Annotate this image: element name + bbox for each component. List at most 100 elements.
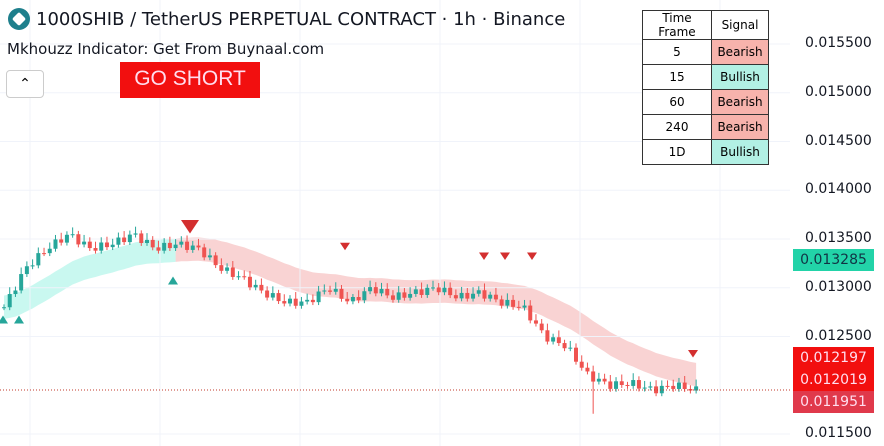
candle <box>408 293 413 298</box>
price-tick: 0.013500 <box>805 230 872 246</box>
bearish-band <box>175 237 697 387</box>
go-short-banner: GO SHORT <box>120 62 260 98</box>
candle <box>499 299 504 306</box>
candle <box>436 287 441 293</box>
candle <box>659 385 664 394</box>
sell-marker-icon <box>688 350 698 358</box>
candle <box>127 234 132 243</box>
candle <box>533 320 538 324</box>
candle <box>173 244 178 249</box>
candle <box>59 239 64 243</box>
candle <box>379 288 384 294</box>
candle <box>53 239 58 249</box>
price-tag: 0.013285 <box>793 248 874 271</box>
candle <box>362 291 367 301</box>
candle <box>419 289 424 295</box>
candle <box>305 299 310 302</box>
timeframe: 15 <box>642 64 712 90</box>
candle <box>465 292 470 299</box>
candle <box>516 306 521 308</box>
candle <box>2 307 6 309</box>
candle <box>179 241 184 245</box>
candle <box>471 293 476 299</box>
candle <box>596 378 601 382</box>
candle <box>13 290 18 295</box>
price-tick: 0.015000 <box>805 83 872 100</box>
candle <box>288 298 292 304</box>
candle <box>539 323 544 331</box>
header-timeframe: Time Frame <box>642 10 712 40</box>
candle <box>225 267 230 271</box>
candle <box>636 380 641 389</box>
buy-marker-icon <box>14 315 24 324</box>
candle <box>511 299 516 307</box>
candle <box>293 298 298 306</box>
candle <box>196 245 201 248</box>
candle <box>24 266 29 275</box>
candle <box>396 292 401 300</box>
candle <box>459 292 464 299</box>
candle <box>562 343 567 349</box>
candle <box>390 295 395 300</box>
candle <box>236 276 241 278</box>
candle <box>253 284 258 288</box>
candle <box>642 387 647 389</box>
candle <box>356 297 361 301</box>
candle <box>574 347 578 362</box>
price-tag: 0.012197 <box>793 347 874 369</box>
candle <box>602 378 607 382</box>
candle <box>122 237 127 243</box>
candle <box>247 276 252 288</box>
candle <box>579 361 584 368</box>
timeframe: 60 <box>642 89 712 115</box>
candle <box>190 245 195 250</box>
candle <box>185 241 190 250</box>
candle <box>316 291 321 303</box>
candle <box>93 248 98 251</box>
candle <box>431 287 435 289</box>
timeframe: 1D <box>642 139 712 165</box>
timeframe: 5 <box>642 39 712 65</box>
price-tick: 0.015500 <box>805 35 872 51</box>
candle <box>625 384 630 386</box>
candle <box>299 301 304 306</box>
candle <box>385 288 390 296</box>
candle <box>556 337 561 344</box>
candle <box>591 371 596 382</box>
candle <box>133 233 138 235</box>
timeframe: 240 <box>642 114 712 140</box>
candle <box>116 237 121 245</box>
buy-marker-icon <box>0 315 8 324</box>
candle <box>207 255 212 258</box>
candle <box>488 294 493 299</box>
chevron-up-icon[interactable]: ⌃ <box>6 70 44 98</box>
candle <box>36 253 41 266</box>
bullish-band <box>4 238 176 319</box>
candle <box>219 265 224 271</box>
candle <box>230 267 235 277</box>
header-signal: Signal <box>711 10 769 40</box>
candle <box>322 290 327 292</box>
price-tick: 0.012500 <box>805 327 872 344</box>
indicator-label[interactable]: Mkhouzz Indicator: Get From Buynaal.com <box>7 40 325 58</box>
candle <box>568 347 573 349</box>
candle <box>522 305 527 308</box>
sell-marker-icon <box>181 220 199 234</box>
candle <box>259 284 264 291</box>
candle <box>276 293 281 302</box>
candle <box>402 292 407 298</box>
candle <box>665 385 670 387</box>
candle <box>350 297 355 302</box>
candle <box>339 288 344 299</box>
signal-row: 60 Bearish <box>642 89 769 115</box>
candle <box>585 367 590 372</box>
candle <box>270 293 275 298</box>
signal-row: 240 Bearish <box>642 114 769 140</box>
candle <box>99 242 104 251</box>
candle <box>545 330 550 342</box>
candle <box>551 337 556 342</box>
signal-value: Bearish <box>711 114 769 140</box>
candle <box>242 276 247 278</box>
candle <box>145 239 149 244</box>
